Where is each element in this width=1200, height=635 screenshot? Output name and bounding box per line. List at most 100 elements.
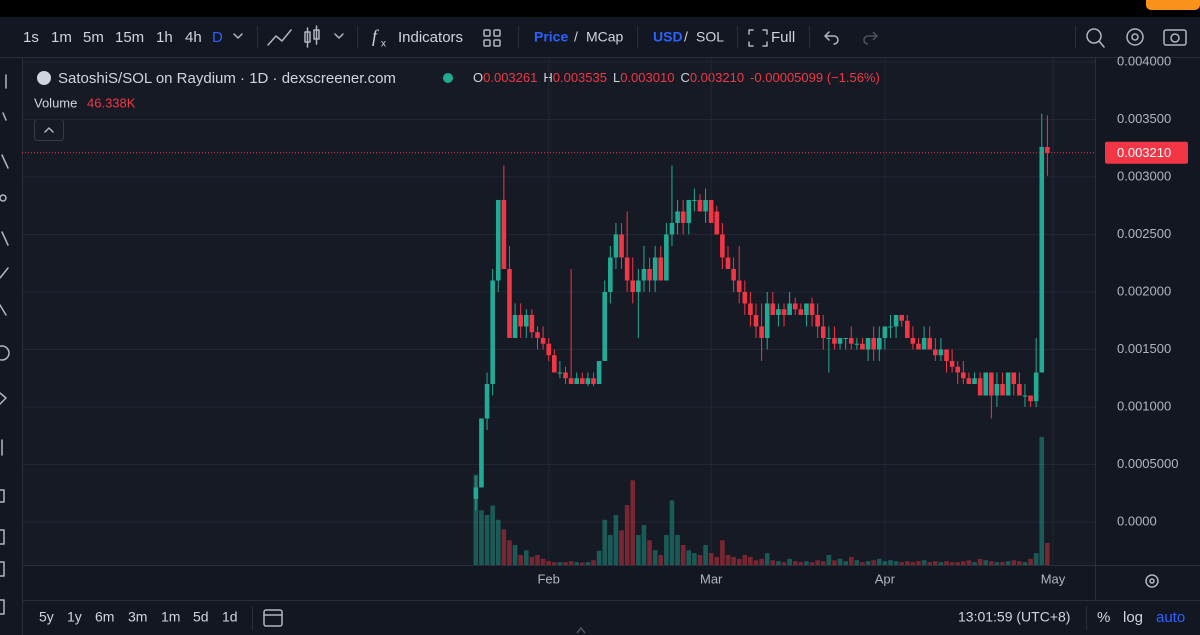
fullscreen-icon[interactable] [748, 29, 768, 47]
candle-body [860, 343, 865, 350]
axis-settings-button[interactable] [1145, 574, 1159, 588]
tool-icon[interactable] [0, 489, 5, 503]
readout-value: 0.003010 [620, 70, 674, 85]
tool-icon[interactable] [1, 154, 9, 169]
volume-bar [585, 562, 591, 565]
interval-button[interactable]: 1s [23, 29, 39, 46]
tool-icon[interactable] [0, 267, 9, 279]
indicators-button[interactable]: Indicators [398, 29, 463, 46]
calendar-icon [263, 609, 283, 627]
range-button[interactable]: 3m [128, 609, 147, 625]
candle-body [904, 320, 910, 338]
candle-body [529, 314, 535, 333]
interval-button[interactable]: 15m [115, 29, 144, 46]
readout-value: 0.003261 [483, 70, 537, 85]
date-range-button[interactable] [263, 609, 283, 627]
candle-body [613, 234, 619, 258]
tool-icon[interactable] [0, 561, 5, 577]
range-button[interactable]: 5d [193, 609, 209, 625]
volume-bar [479, 510, 484, 565]
candle-chart-button[interactable] [304, 25, 320, 48]
range-button[interactable]: 6m [95, 609, 114, 625]
volume-bar [776, 561, 781, 565]
candle-body [1028, 395, 1033, 402]
volume-bar [843, 561, 848, 565]
volume-bar [983, 560, 989, 565]
screenshot-button[interactable] [1163, 29, 1187, 46]
tool-icon[interactable] [0, 345, 10, 361]
candle-body [748, 303, 753, 315]
candle-body [804, 303, 809, 315]
candle-body [1022, 395, 1028, 397]
volume-bar [473, 474, 479, 565]
readout-value: 0.003535 [553, 70, 607, 85]
resize-handle[interactable] [576, 626, 586, 634]
tool-icon[interactable] [2, 112, 7, 121]
interval-button[interactable]: 1m [51, 29, 72, 46]
gear-icon [1131, 33, 1139, 41]
volume-bar [1005, 561, 1011, 565]
candle-body [507, 268, 512, 338]
undo-button[interactable] [824, 31, 839, 45]
percent-toggle[interactable]: % [1097, 609, 1110, 626]
volume-bar [944, 561, 949, 565]
candle-body [501, 199, 507, 269]
candle-body [792, 303, 798, 310]
full-button[interactable]: Full [771, 29, 795, 46]
tool-icon[interactable] [0, 599, 5, 615]
collapse-button[interactable] [34, 119, 64, 141]
log-toggle[interactable]: log [1123, 609, 1143, 626]
grid-icon [493, 39, 501, 47]
candle-body [675, 211, 680, 223]
volume-bar [792, 561, 798, 565]
interval-button[interactable]: 4h [185, 29, 202, 46]
tool-icon[interactable] [1, 231, 9, 246]
volume-bar [697, 555, 703, 565]
tool-icon[interactable] [0, 529, 5, 545]
volume-bar [490, 505, 495, 565]
interval-button[interactable]: 1h [156, 29, 173, 46]
volume-bar [708, 553, 714, 565]
usd-toggle[interactable]: USD [653, 29, 683, 45]
interval-button[interactable]: 5m [83, 29, 104, 46]
tool-icon[interactable] [0, 304, 7, 316]
range-button[interactable]: 5y [39, 609, 54, 625]
volume-bar [781, 562, 787, 565]
candle-body [636, 280, 641, 292]
candle-body [630, 280, 636, 292]
tool-icon[interactable] [0, 392, 7, 405]
volume-bar [602, 519, 608, 565]
range-button[interactable]: 1y [67, 609, 82, 625]
fx-icon[interactable]: f [372, 26, 380, 46]
auto-toggle[interactable]: auto [1156, 609, 1185, 626]
tool-icon[interactable] [0, 194, 7, 202]
line-chart-button[interactable] [267, 29, 292, 46]
volume-bar [860, 562, 865, 565]
volume-label: Volume [34, 95, 77, 110]
candle-body [837, 337, 843, 344]
layouts-button[interactable] [483, 29, 501, 47]
volume-bar [871, 560, 876, 565]
candle-body [540, 337, 546, 344]
alert-button[interactable] [1086, 28, 1105, 48]
top-strip [0, 0, 1200, 17]
range-button[interactable]: 1d [222, 609, 238, 625]
clock[interactable]: 13:01:59 (UTC+8) [958, 609, 1070, 625]
volume-bar [512, 545, 518, 565]
mcap-toggle[interactable]: MCap [586, 29, 624, 45]
range-button[interactable]: 1m [161, 609, 180, 625]
candle-body [664, 234, 669, 281]
candle-body [725, 257, 731, 269]
interval-menu[interactable] [233, 33, 243, 39]
price-toggle[interactable]: Price [534, 29, 568, 45]
chart-type-menu[interactable] [334, 33, 344, 39]
redo-button[interactable] [863, 31, 879, 45]
settings-button[interactable] [1126, 28, 1144, 46]
candle-body [563, 372, 568, 379]
candle-body [989, 372, 994, 396]
volume-bar [546, 561, 551, 565]
volume-bar [658, 555, 664, 565]
sol-toggle[interactable]: SOL [696, 29, 724, 45]
interval-button[interactable]: D [212, 29, 223, 46]
